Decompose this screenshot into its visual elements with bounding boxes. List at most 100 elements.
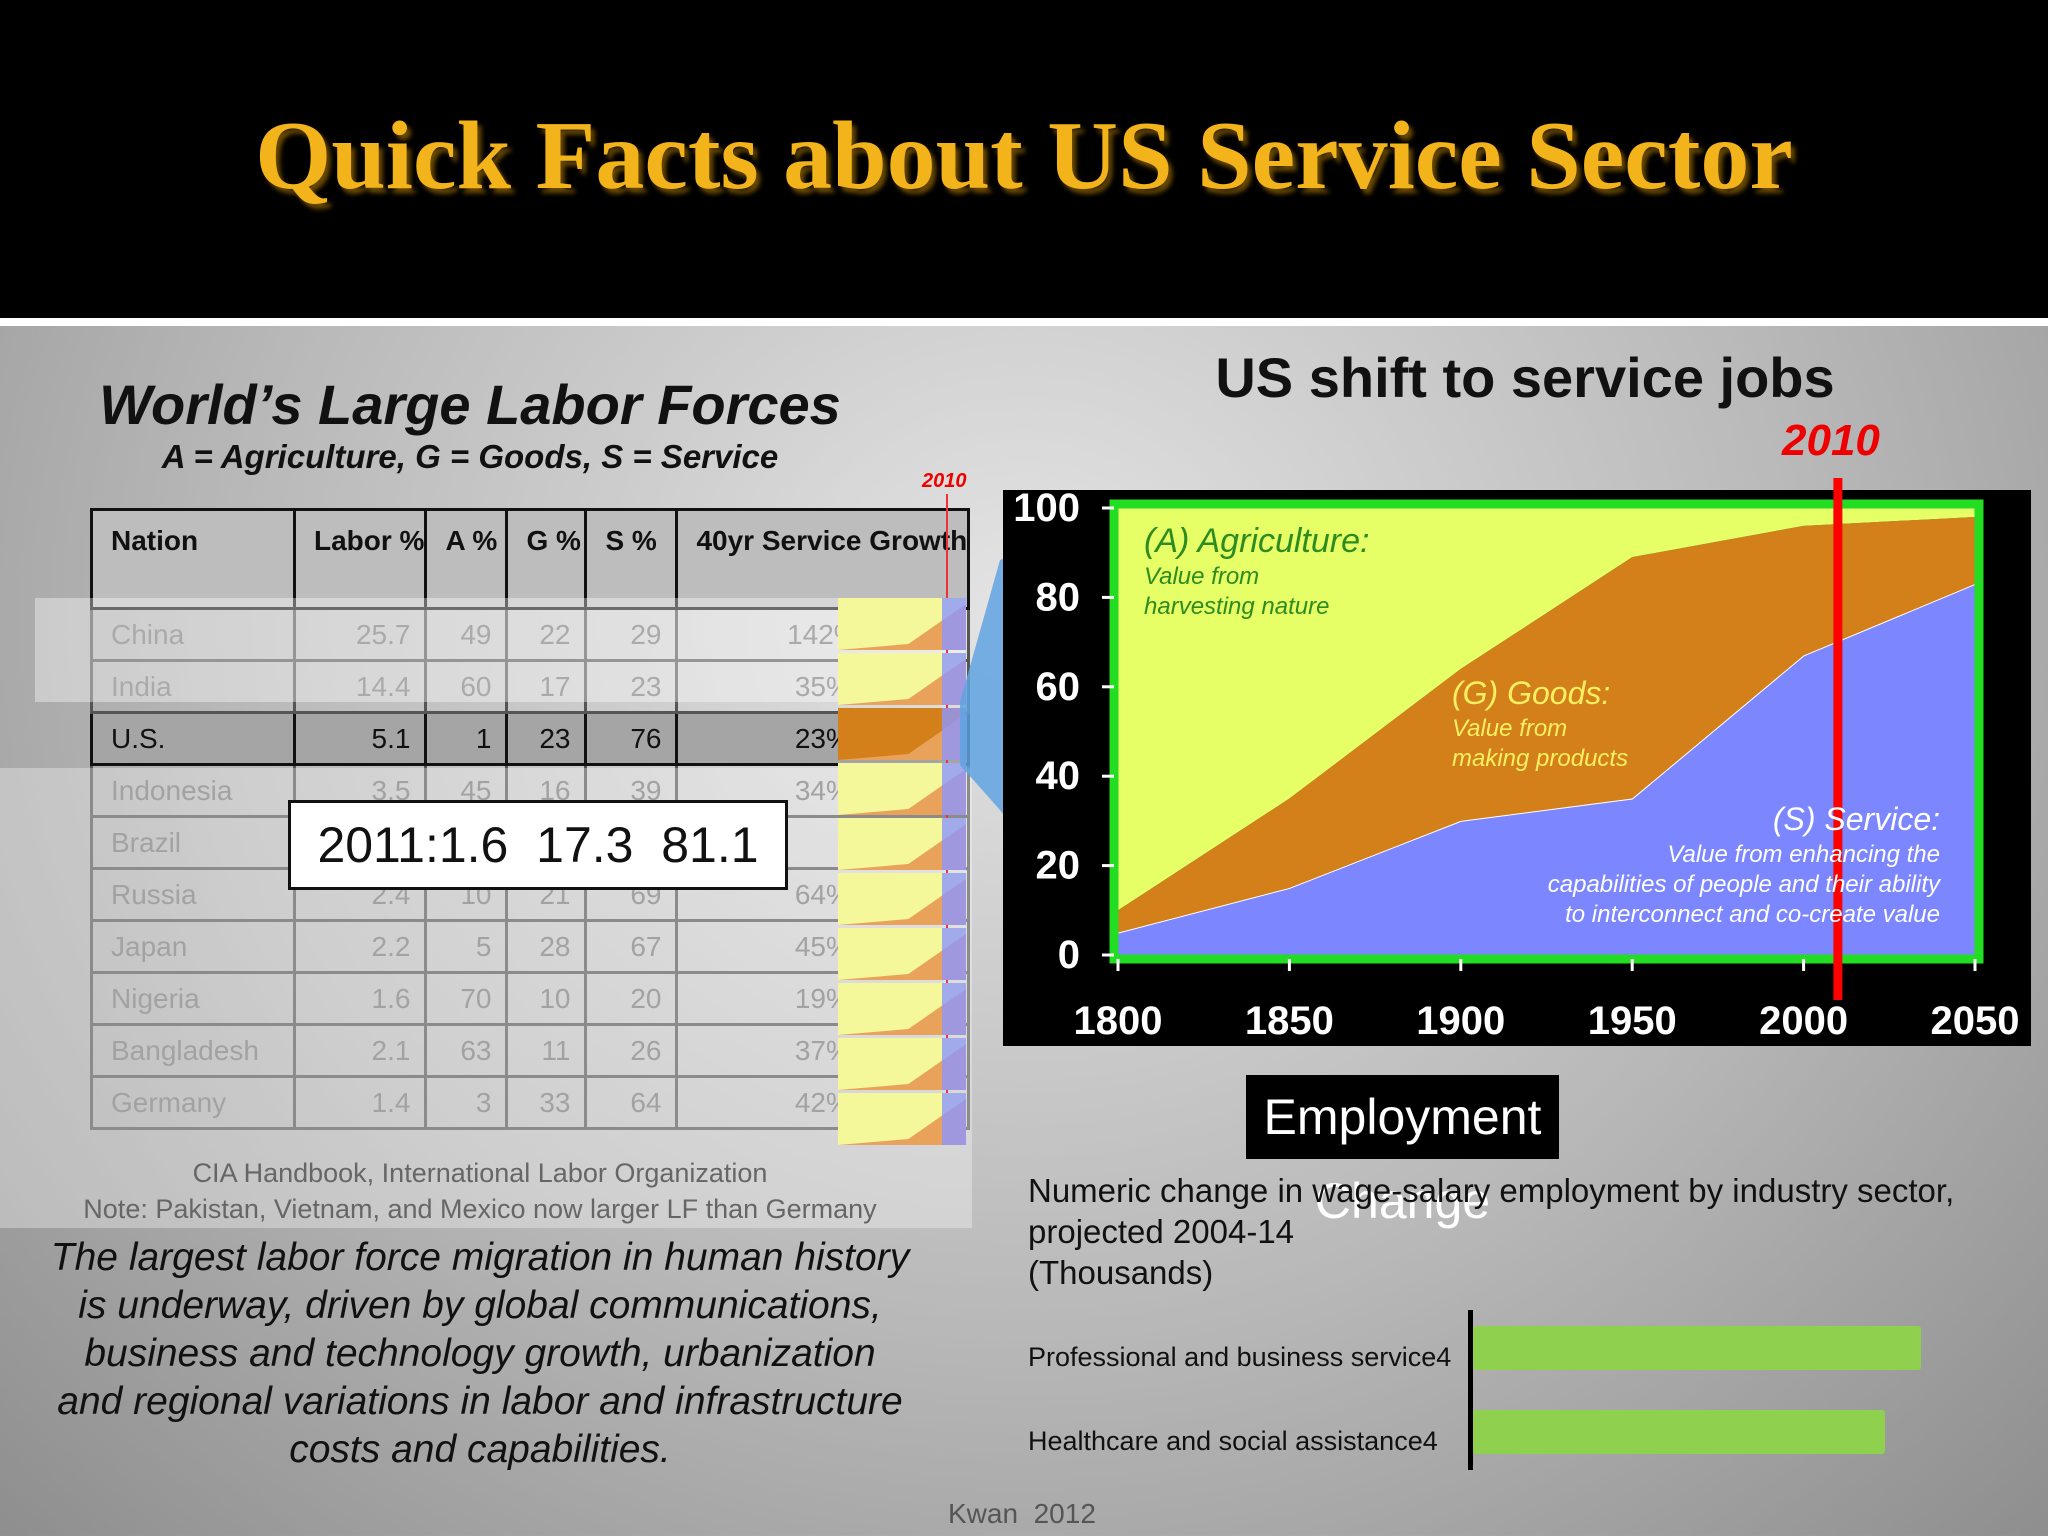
cell-g: 28 <box>505 919 588 974</box>
agriculture-label: (A) Agriculture: <box>1144 522 1369 560</box>
cell-g: 33 <box>505 1075 588 1130</box>
header-g-text: G % <box>526 525 581 556</box>
cell-g: 22 <box>505 607 588 662</box>
cell-a: 63 <box>424 1023 509 1078</box>
employment-bar <box>1473 1410 1885 1454</box>
y-tick-label: 100 <box>1013 486 1080 530</box>
cell-a: 5 <box>424 919 509 974</box>
y-tick-label: 80 <box>1036 575 1081 619</box>
mini-charts <box>838 598 966 1145</box>
year-marker-label: 2010 <box>1782 416 1880 465</box>
employment-desc-units: (Thousands) <box>1028 1254 1214 1291</box>
service-area <box>1118 583 1975 955</box>
mini-chart-service <box>942 818 966 870</box>
mini-chart-band <box>838 659 966 705</box>
mini-chart-service <box>942 928 966 980</box>
mini-chart-service <box>942 1038 966 1090</box>
header-s-text: S % <box>605 525 657 556</box>
y-tick-label: 40 <box>1036 754 1081 798</box>
header-labor: Labor % <box>292 508 428 610</box>
header-s: S % <box>584 508 679 610</box>
cell-nation: India <box>90 659 296 714</box>
agriculture-desc: Value from <box>1144 563 1259 590</box>
cell-nation: Indonesia <box>90 763 296 818</box>
mini-chart-band <box>838 879 966 925</box>
header-growth-text: 40yr Service Growth <box>696 525 968 556</box>
cell-a: 1 <box>424 711 509 766</box>
mini-chart-band <box>838 714 966 760</box>
header-labor-text: Labor % <box>314 525 425 556</box>
employment-desc-line: projected 2004-14 <box>1028 1213 1295 1250</box>
agriculture-area <box>1118 508 1975 911</box>
service-shift-heading: US shift to service jobs <box>1215 346 1835 409</box>
cell-labor: 1.4 <box>292 1075 428 1130</box>
service-desc: Value from enhancing the <box>1667 841 1940 868</box>
cell-s: 76 <box>584 711 679 766</box>
cell-nation: Russia <box>90 867 296 922</box>
table-row: Germany 1.4 3 33 64 42% <box>90 1075 971 1130</box>
source-note-line: Note: Pakistan, Vietnam, and Mexico now … <box>83 1194 877 1224</box>
title-bar <box>0 0 2048 318</box>
mini-chart-band <box>838 1099 966 1145</box>
agriculture-desc: harvesting nature <box>1144 593 1329 620</box>
table-row: China 25.7 49 22 29 142% <box>90 607 971 662</box>
cell-a: 60 <box>424 659 509 714</box>
us-2011-callout: 2011:1.6 17.3 81.1 <box>288 800 788 890</box>
cell-labor: 1.6 <box>292 971 428 1026</box>
cell-nation: Nigeria <box>90 971 296 1026</box>
x-tick-label: 1900 <box>1416 999 1505 1043</box>
slide-title: Quick Facts about US Service Sector <box>255 102 1793 210</box>
cell-labor: 2.2 <box>292 919 428 974</box>
header-growth: 40yr Service Growth <box>675 508 971 610</box>
employment-desc-line: Numeric change in wage-salary employment… <box>1028 1172 1955 1209</box>
bar-label: Professional and business service4 <box>1028 1342 1452 1372</box>
bar-label: Healthcare and social assistance4 <box>1028 1426 1438 1456</box>
goods-area <box>1118 516 1975 933</box>
mini-year-label: 2010 <box>922 470 967 492</box>
us-shift-chart: 0 20 40 60 80 100 1800 1850 1900 1950 2000 2050 (A) … <box>1013 478 2019 1043</box>
mini-chart-service <box>942 1093 966 1145</box>
cell-nation: Brazil <box>90 815 296 870</box>
goods-desc: making products <box>1452 745 1628 772</box>
header-nation: Nation <box>90 508 296 610</box>
cell-a: 70 <box>424 971 509 1026</box>
cell-g: 11 <box>505 1023 588 1078</box>
service-desc: capabilities of people and their ability <box>1548 871 1942 898</box>
cell-s: 20 <box>584 971 679 1026</box>
mini-chart-service <box>942 873 966 925</box>
mini-chart-service <box>942 983 966 1035</box>
x-tick-label: 1800 <box>1074 999 1163 1043</box>
service-desc: to interconnect and co-create value <box>1565 901 1940 928</box>
cell-s: 64 <box>584 1075 679 1130</box>
x-tick-label: 2050 <box>1931 999 2020 1043</box>
cell-labor: 14.4 <box>292 659 428 714</box>
highlight-overlay <box>35 598 965 702</box>
footer-credit: Kwan 2012 <box>948 1498 1096 1529</box>
labor-forces-heading: World’s Large Labor Forces <box>99 373 841 436</box>
cell-nation: U.S. <box>90 711 296 766</box>
mini-chart-band <box>838 989 966 1035</box>
cell-nation: China <box>90 607 296 662</box>
header-a: A % <box>424 508 509 610</box>
cell-labor: 25.7 <box>292 607 428 662</box>
x-tick-label: 2000 <box>1759 999 1848 1043</box>
cell-a: 3 <box>424 1075 509 1130</box>
cell-g: 10 <box>505 971 588 1026</box>
cell-s: 23 <box>584 659 679 714</box>
cell-g: 17 <box>505 659 588 714</box>
labor-forces-subheading: A = Agriculture, G = Goods, S = Service <box>161 438 779 475</box>
employment-bar <box>1473 1326 1921 1370</box>
goods-label: (G) Goods: <box>1452 675 1610 711</box>
cell-s: 26 <box>584 1023 679 1078</box>
cell-nation: Germany <box>90 1075 296 1130</box>
x-tick-label: 1850 <box>1245 999 1334 1043</box>
header-g: G % <box>505 508 588 610</box>
title-divider <box>0 318 2048 326</box>
cell-a: 49 <box>424 607 509 662</box>
y-tick-label: 20 <box>1036 844 1081 888</box>
cell-labor: 5.1 <box>292 711 428 766</box>
mini-chart-service <box>942 598 966 650</box>
mini-chart-band <box>838 934 966 980</box>
chart-frame <box>1109 499 1984 964</box>
